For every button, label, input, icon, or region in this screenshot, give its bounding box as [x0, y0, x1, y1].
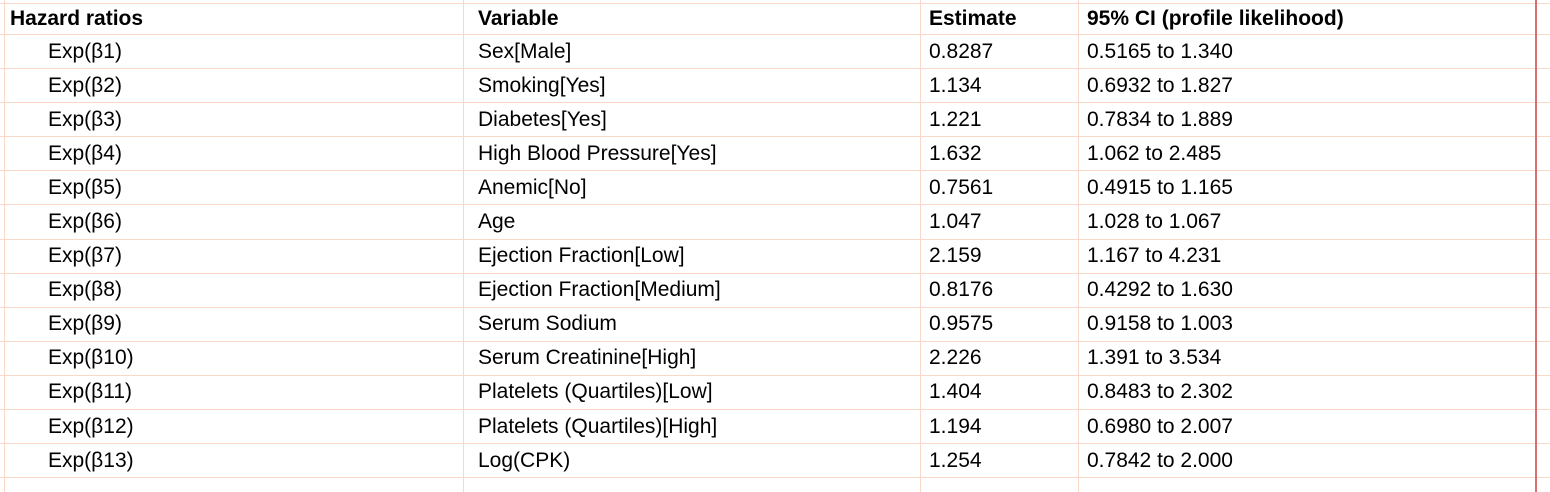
cell-variable[interactable]: Serum Sodium	[478, 312, 617, 336]
table-row: Exp(β6) Age 1.047 1.028 to 1.067	[0, 205, 1550, 240]
cell-variable[interactable]: Log(CPK)	[478, 448, 571, 472]
cell-95ci[interactable]: 0.4915 to 1.165	[1087, 175, 1233, 199]
cell-estimate[interactable]: 1.632	[929, 141, 982, 165]
cell-estimate[interactable]: 1.254	[929, 448, 982, 472]
table-top-rule	[0, 3, 1550, 4]
cell-95ci[interactable]: 1.028 to 1.067	[1087, 210, 1222, 234]
cell-variable[interactable]: Ejection Fraction[Medium]	[478, 278, 721, 302]
column-header-hazard-ratios: Hazard ratios	[10, 7, 144, 30]
table-row: Exp(β3) Diabetes[Yes] 1.221 0.7834 to 1.…	[0, 103, 1550, 138]
cell-variable[interactable]: Anemic[No]	[478, 175, 587, 199]
cell-estimate[interactable]: 0.9575	[929, 312, 994, 336]
cell-95ci[interactable]: 0.6980 to 2.007	[1087, 414, 1233, 438]
cell-hazard-ratio[interactable]: Exp(β9)	[48, 312, 122, 336]
cell-hazard-ratio[interactable]: Exp(β13)	[48, 448, 134, 472]
cell-hazard-ratio[interactable]: Exp(β5)	[48, 175, 122, 199]
cell-hazard-ratio[interactable]: Exp(β3)	[48, 107, 122, 131]
cell-variable[interactable]: Sex[Male]	[478, 39, 572, 63]
cell-estimate[interactable]: 2.159	[929, 244, 982, 268]
cell-hazard-ratio[interactable]: Exp(β2)	[48, 73, 122, 97]
cell-95ci[interactable]: 0.7842 to 2.000	[1087, 448, 1233, 472]
table-row: Exp(β13) Log(CPK) 1.254 0.7842 to 2.000	[0, 444, 1550, 479]
cell-hazard-ratio[interactable]: Exp(β4)	[48, 141, 122, 165]
column-header-estimate: Estimate	[929, 7, 1017, 30]
table-right-boundary-line	[1535, 0, 1537, 492]
cell-variable[interactable]: Platelets (Quartiles)[High]	[478, 414, 718, 438]
table-row: Exp(β4) High Blood Pressure[Yes] 1.632 1…	[0, 137, 1550, 172]
table-row: Exp(β7) Ejection Fraction[Low] 2.159 1.1…	[0, 240, 1550, 274]
cell-hazard-ratio[interactable]: Exp(β12)	[48, 414, 134, 438]
cell-hazard-ratio[interactable]: Exp(β7)	[48, 244, 122, 268]
cell-estimate[interactable]: 2.226	[929, 346, 982, 370]
table-row: Exp(β10) Serum Creatinine[High] 2.226 1.…	[0, 342, 1550, 376]
cell-95ci[interactable]: 1.167 to 4.231	[1087, 244, 1222, 268]
cell-estimate[interactable]: 0.8287	[929, 39, 994, 63]
table-row: Exp(β5) Anemic[No] 0.7561 0.4915 to 1.16…	[0, 171, 1550, 206]
table-row: Exp(β11) Platelets (Quartiles)[Low] 1.40…	[0, 376, 1550, 411]
table-body: Exp(β1) Sex[Male] 0.8287 0.5165 to 1.340…	[0, 35, 1550, 479]
cell-estimate[interactable]: 1.047	[929, 210, 982, 234]
cell-95ci[interactable]: 0.4292 to 1.630	[1087, 278, 1233, 302]
cell-hazard-ratio[interactable]: Exp(β10)	[48, 346, 134, 370]
column-header-95ci: 95% CI (profile likelihood)	[1087, 7, 1344, 30]
column-header-variable: Variable	[478, 7, 559, 30]
cell-estimate[interactable]: 1.404	[929, 380, 982, 404]
cell-variable[interactable]: Serum Creatinine[High]	[478, 346, 697, 370]
grid-vline-variable	[463, 0, 464, 492]
cell-estimate[interactable]: 1.134	[929, 73, 982, 97]
cell-95ci[interactable]: 1.062 to 2.485	[1087, 141, 1222, 165]
cell-variable[interactable]: Ejection Fraction[Low]	[478, 244, 685, 268]
hazard-ratios-table: Hazard ratios Variable Estimate 95% CI (…	[0, 4, 1550, 479]
table-row: Exp(β9) Serum Sodium 0.9575 0.9158 to 1.…	[0, 308, 1550, 342]
cell-variable[interactable]: Platelets (Quartiles)[Low]	[478, 380, 713, 404]
cell-estimate[interactable]: 1.194	[929, 414, 982, 438]
grid-vline-ci	[1078, 0, 1079, 492]
table-row: Exp(β2) Smoking[Yes] 1.134 0.6932 to 1.8…	[0, 69, 1550, 104]
cell-hazard-ratio[interactable]: Exp(β8)	[48, 278, 122, 302]
cell-variable[interactable]: Smoking[Yes]	[478, 73, 606, 97]
cell-hazard-ratio[interactable]: Exp(β6)	[48, 210, 122, 234]
cell-95ci[interactable]: 0.8483 to 2.302	[1087, 380, 1233, 404]
cell-95ci[interactable]: 1.391 to 3.534	[1087, 346, 1222, 370]
grid-vline-left	[4, 0, 5, 492]
cell-hazard-ratio[interactable]: Exp(β11)	[48, 380, 133, 404]
table-header-row: Hazard ratios Variable Estimate 95% CI (…	[0, 4, 1550, 35]
cell-estimate[interactable]: 0.8176	[929, 278, 994, 302]
cell-estimate[interactable]: 0.7561	[929, 175, 994, 199]
cell-95ci[interactable]: 0.9158 to 1.003	[1087, 312, 1233, 336]
table-row: Exp(β12) Platelets (Quartiles)[High] 1.1…	[0, 410, 1550, 445]
cell-variable[interactable]: Age	[478, 210, 516, 234]
cell-95ci[interactable]: 0.7834 to 1.889	[1087, 107, 1233, 131]
cell-95ci[interactable]: 0.5165 to 1.340	[1087, 39, 1233, 63]
cell-variable[interactable]: Diabetes[Yes]	[478, 107, 607, 131]
cell-hazard-ratio[interactable]: Exp(β1)	[48, 39, 122, 63]
cell-estimate[interactable]: 1.221	[929, 107, 982, 131]
cell-variable[interactable]: High Blood Pressure[Yes]	[478, 141, 717, 165]
table-row: Exp(β8) Ejection Fraction[Medium] 0.8176…	[0, 274, 1550, 308]
grid-vline-estimate	[920, 0, 921, 492]
cell-95ci[interactable]: 0.6932 to 1.827	[1087, 73, 1233, 97]
table-row: Exp(β1) Sex[Male] 0.8287 0.5165 to 1.340	[0, 35, 1550, 70]
